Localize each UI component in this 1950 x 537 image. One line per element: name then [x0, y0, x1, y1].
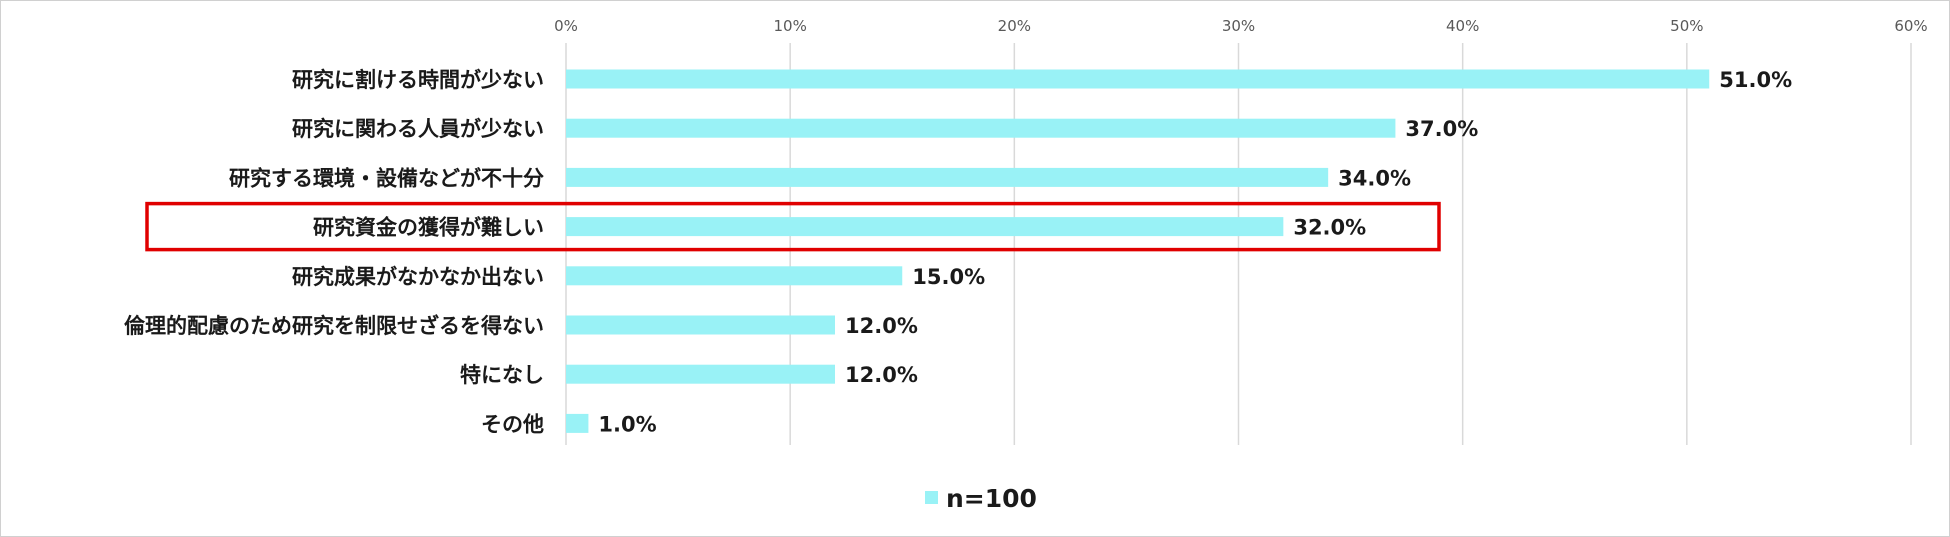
data-label: 15.0%	[912, 265, 985, 289]
data-label: 12.0%	[845, 314, 918, 338]
category-label: 特になし	[460, 363, 544, 387]
x-axis-ticks: 0% 10% 20% 30% 40% 50% 60%	[554, 17, 1928, 35]
data-label: 12.0%	[845, 363, 918, 387]
bar	[566, 118, 1396, 138]
category-label: 研究資金の獲得が難しい	[313, 216, 544, 240]
bar	[566, 364, 835, 384]
category-label: 研究に割ける時間が少ない	[292, 68, 544, 92]
x-tick-label: 50%	[1670, 17, 1703, 35]
highlight-box	[145, 201, 1441, 252]
highlight-layer	[145, 201, 1441, 252]
bar	[566, 217, 1284, 237]
data-label: 51.0%	[1719, 68, 1792, 92]
data-label: 37.0%	[1405, 117, 1478, 141]
x-tick-label: 20%	[998, 17, 1031, 35]
bar	[566, 69, 1710, 89]
x-tick-label: 10%	[773, 17, 806, 35]
category-label: その他	[481, 412, 544, 436]
x-tick-label: 60%	[1894, 17, 1927, 35]
data-label: 1.0%	[598, 412, 656, 436]
data-labels: 51.0% 37.0% 34.0% 32.0% 15.0% 12.0% 12.0% 1.0%	[598, 68, 1792, 436]
x-tick-label: 30%	[1222, 17, 1255, 35]
bar	[566, 315, 835, 335]
bar	[566, 413, 589, 433]
data-label: 32.0%	[1293, 216, 1366, 240]
bar	[566, 266, 903, 286]
bars	[566, 69, 1710, 433]
category-label: 倫理的配慮のため研究を制限せざるを得ない	[124, 314, 544, 338]
x-tick-label: 0%	[554, 17, 578, 35]
bar	[566, 167, 1329, 187]
legend-label: n=100	[946, 484, 1037, 513]
x-tick-label: 40%	[1446, 17, 1479, 35]
category-labels: 研究に割ける時間が少ない研究に関わる人員が少ない研究する環境・設備などが不十分研…	[124, 68, 544, 436]
gridlines	[565, 43, 1912, 445]
category-label: 研究に関わる人員が少ない	[292, 117, 544, 141]
legend-swatch	[925, 491, 938, 504]
category-label: 研究する環境・設備などが不十分	[229, 166, 544, 190]
category-label: 研究成果がなかなか出ない	[292, 265, 544, 289]
data-label: 34.0%	[1338, 166, 1411, 190]
legend: n=100	[925, 484, 1037, 513]
